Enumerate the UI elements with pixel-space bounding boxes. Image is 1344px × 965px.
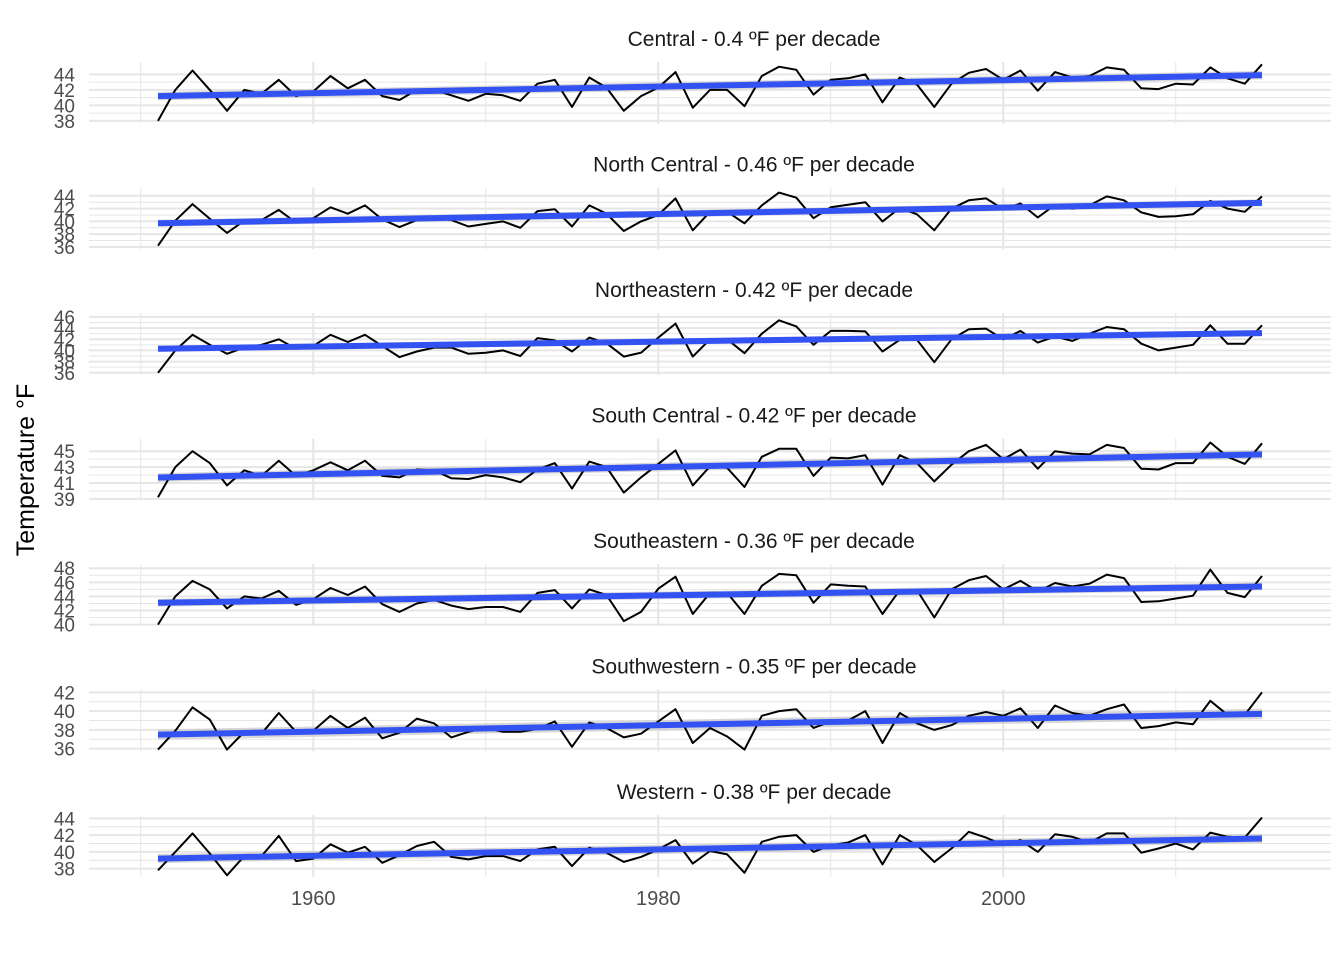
y-tick-label: 41 xyxy=(54,474,75,495)
panel-6: Southwestern - 0.35 ºF per decade 3638404… xyxy=(54,656,1331,761)
y-tick-label: 38 xyxy=(54,353,75,374)
y-tick-label: 40 xyxy=(54,843,75,864)
y-tick-label: 40 xyxy=(54,702,75,723)
panel-3: Northeastern - 0.42 ºF per decade3638404… xyxy=(54,279,1331,385)
y-tick-label: 43 xyxy=(54,458,75,479)
y-tick-label: 42 xyxy=(54,81,75,102)
y-tick-label: 36 xyxy=(54,740,75,761)
x-tick-label: 2000 xyxy=(981,888,1026,910)
y-tick-label: 39 xyxy=(54,490,75,511)
y-tick-label: 42 xyxy=(54,826,75,847)
y-tick-label: 38 xyxy=(54,112,75,133)
y-tick-label: 44 xyxy=(54,809,76,830)
y-tick-label: 42 xyxy=(54,200,75,221)
panel-2: North Central - 0.46 ºF per decade 363840… xyxy=(54,154,1331,259)
panel-title: Western - 0.38 ºF per decade xyxy=(617,781,892,804)
panel-4: South Central - 0.42 ºF per decade 394143… xyxy=(54,405,1331,511)
y-tick-label: 42 xyxy=(54,683,75,704)
panel-title: Central - 0.4 ºF per decade xyxy=(628,28,881,51)
y-tick-label: 48 xyxy=(54,559,75,580)
y-axis-label: Temperature °F xyxy=(12,384,40,557)
y-tick-label: 42 xyxy=(54,602,75,623)
y-tick-label: 46 xyxy=(54,308,75,329)
y-tick-label: 44 xyxy=(54,587,76,608)
y-tick-label: 45 xyxy=(54,442,75,463)
y-tick-label: 44 xyxy=(54,65,76,86)
y-tick-label: 44 xyxy=(54,319,76,340)
y-tick-label: 36 xyxy=(54,238,75,259)
panel-title: North Central - 0.46 ºF per decade xyxy=(593,154,915,177)
y-tick-label: 38 xyxy=(54,860,75,881)
x-tick-label: 1980 xyxy=(636,888,681,910)
y-tick-label: 36 xyxy=(54,364,75,385)
y-tick-label: 38 xyxy=(54,225,75,246)
y-tick-label: 42 xyxy=(54,330,75,351)
trend-line xyxy=(157,835,1263,862)
panel-title: Southwestern - 0.35 ºF per decade xyxy=(591,656,916,679)
trend-line xyxy=(157,583,1263,606)
panels-layer: Central - 0.4 ºF per decade38404244North… xyxy=(54,28,1331,881)
panel-title: South Central - 0.42 ºF per decade xyxy=(591,405,916,428)
trend-line xyxy=(157,72,1263,100)
y-tick-label: 40 xyxy=(54,341,75,362)
trend-line xyxy=(157,199,1263,227)
x-axis: 1960 1980 2000 xyxy=(291,888,1026,910)
trend-line xyxy=(157,451,1263,481)
observed-series-line xyxy=(157,691,1263,751)
x-tick-label: 1960 xyxy=(291,888,336,910)
y-tick-label: 40 xyxy=(54,96,75,117)
y-tick-label: 46 xyxy=(54,573,75,594)
panel-5: Southeastern - 0.36 ºF per decade4042444… xyxy=(54,530,1331,637)
y-tick-label: 44 xyxy=(54,187,76,208)
panel-title: Northeastern - 0.42 ºF per decade xyxy=(595,279,913,302)
trend-line xyxy=(157,710,1263,738)
y-tick-label: 40 xyxy=(54,212,75,233)
y-tick-label: 38 xyxy=(54,721,75,742)
panel-title: Southeastern - 0.36 ºF per decade xyxy=(593,530,915,553)
trend-line xyxy=(157,330,1263,352)
y-tick-label: 40 xyxy=(54,616,75,637)
